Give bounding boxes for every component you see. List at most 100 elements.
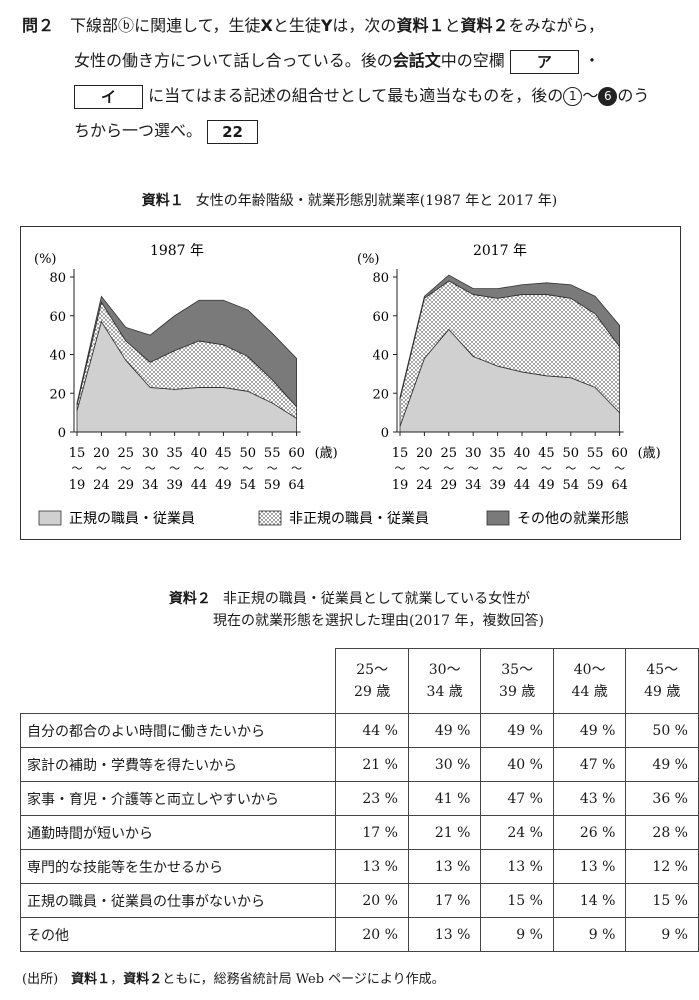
x-tick-wave: 〜 bbox=[242, 462, 253, 475]
x-tick-wave: 〜 bbox=[96, 462, 107, 475]
x-tick-label: 45 bbox=[538, 446, 555, 461]
table-cell: 24 % bbox=[480, 815, 554, 850]
x-tick-wave: 〜 bbox=[565, 462, 576, 475]
table-cell: 21 % bbox=[407, 815, 482, 850]
x-tick-label: 55 bbox=[587, 446, 604, 461]
row-label: その他 bbox=[19, 917, 337, 952]
table-cell: 13 % bbox=[407, 849, 482, 884]
x-tick-label: 40 bbox=[514, 446, 531, 461]
table-cell: 13 % bbox=[407, 917, 482, 952]
table-cell: 9 % bbox=[480, 917, 554, 952]
question-number: 問２ bbox=[22, 16, 55, 35]
table-row: 家事・育児・介護等と両立しやすいから 23 % 41 % 47 % 43 % 36 % bbox=[19, 781, 699, 816]
x-tick-label: 54 bbox=[240, 478, 257, 493]
resource1-caption: 資料１ 女性の年齢階級・就業形態別就業率(1987 年と 2017 年) bbox=[141, 193, 558, 209]
table-row: 正規の職員・従業員の仕事がないから 20 % 17 % 15 % 14 % 15 % bbox=[19, 883, 699, 918]
y-tick-label: 80 bbox=[49, 271, 66, 286]
x-axis-unit: (歳) bbox=[638, 446, 661, 461]
table-cell: 13 % bbox=[552, 849, 627, 884]
x-tick-label: 64 bbox=[288, 478, 305, 493]
x-tick-label: 29 bbox=[441, 478, 458, 493]
x-tick-label: 19 bbox=[392, 478, 409, 493]
x-tick-wave: 〜 bbox=[419, 462, 430, 475]
choice-last-icon: 6 bbox=[598, 87, 618, 106]
y-tick-label: 60 bbox=[372, 310, 389, 325]
row-label: 通勤時間が短いから bbox=[19, 815, 337, 850]
legend-swatch-2 bbox=[258, 510, 282, 526]
column-header: 35〜 39 歳 bbox=[480, 648, 554, 714]
resource1-chart-frame: 0 20 40 60 80 (%) 1987 年 15 〜 19 20 〜 24 25 〜 29 30 〜 34 35… bbox=[20, 226, 681, 540]
x-tick-label: 25 bbox=[118, 446, 135, 461]
table-cell: 12 % bbox=[625, 849, 699, 884]
x-tick-label: 29 bbox=[118, 478, 135, 493]
choice-first-icon: 1 bbox=[563, 87, 583, 106]
y-tick-label: 60 bbox=[49, 310, 66, 325]
table-cell: 36 % bbox=[625, 781, 699, 816]
table-cell: 49 % bbox=[480, 713, 554, 748]
table-cell: 28 % bbox=[625, 815, 699, 850]
column-header: 40〜 44 歳 bbox=[552, 648, 627, 714]
table-row: 家計の補助・学費等を得たいから 21 % 30 % 40 % 47 % 49 % bbox=[19, 747, 699, 782]
x-tick-label: 44 bbox=[514, 478, 531, 493]
x-tick-label: 49 bbox=[538, 478, 555, 493]
x-tick-wave: 〜 bbox=[468, 462, 479, 475]
table-cell: 13 % bbox=[480, 849, 554, 884]
x-tick-label: 54 bbox=[563, 478, 580, 493]
x-tick-wave: 〜 bbox=[517, 462, 528, 475]
x-tick-label: 30 bbox=[142, 446, 159, 461]
x-tick-label: 25 bbox=[441, 446, 458, 461]
row-label: 正規の職員・従業員の仕事がないから bbox=[19, 883, 337, 918]
y-tick-label: 20 bbox=[372, 387, 389, 402]
table-cell: 26 % bbox=[552, 815, 627, 850]
question-text: 問２ 下線部ⓑに関連して，生徒Xと生徒Yは，次の資料１と資料２をみながら， 女性… bbox=[22, 8, 682, 148]
column-header: 45〜 49 歳 bbox=[625, 648, 699, 714]
table-header-row: 25〜 29 歳 30〜 34 歳 35〜 39 歳 40〜 44 歳 45〜 49 歳 bbox=[20, 648, 699, 714]
x-tick-wave: 〜 bbox=[395, 462, 406, 475]
table-cell: 20 % bbox=[335, 883, 409, 918]
x-tick-wave: 〜 bbox=[492, 462, 503, 475]
source-note: (出所) 資料１，資料２ともに，総務省統計局 Web ページにより作成。 bbox=[22, 972, 445, 987]
x-tick-wave: 〜 bbox=[291, 462, 302, 475]
x-tick-label: 35 bbox=[166, 446, 183, 461]
series-area-3 bbox=[399, 274, 620, 400]
x-tick-label: 59 bbox=[264, 478, 281, 493]
table-row: 通勤時間が短いから 17 % 21 % 24 % 26 % 28 % bbox=[19, 815, 699, 850]
chart-title: 2017 年 bbox=[473, 243, 527, 259]
y-axis-label: (%) bbox=[357, 252, 380, 267]
x-tick-wave: 〜 bbox=[169, 462, 180, 475]
table-cell: 21 % bbox=[335, 747, 409, 782]
y-axis-label: (%) bbox=[34, 252, 57, 267]
row-label: 専門的な技能等を生かせるから bbox=[19, 849, 337, 884]
reasons-table: 25〜 29 歳 30〜 34 歳 35〜 39 歳 40〜 44 歳 45〜 49 歳 … bbox=[19, 648, 699, 952]
answer-number-box: 22 bbox=[207, 119, 258, 144]
y-tick-label: 0 bbox=[58, 426, 66, 441]
table-cell: 50 % bbox=[625, 713, 699, 748]
x-tick-label: 64 bbox=[611, 478, 628, 493]
x-tick-label: 50 bbox=[563, 446, 580, 461]
table-cell: 30 % bbox=[407, 747, 482, 782]
x-tick-label: 30 bbox=[465, 446, 482, 461]
column-header: 25〜 29 歳 bbox=[335, 648, 409, 714]
x-tick-label: 60 bbox=[611, 446, 628, 461]
table-cell: 49 % bbox=[552, 713, 627, 748]
table-cell: 41 % bbox=[407, 781, 482, 816]
x-tick-wave: 〜 bbox=[72, 462, 83, 475]
x-tick-wave: 〜 bbox=[614, 462, 625, 475]
legend-label: 非正規の職員・従業員 bbox=[289, 511, 429, 527]
legend-swatch-1 bbox=[38, 510, 62, 526]
x-tick-label: 45 bbox=[215, 446, 232, 461]
table-cell: 13 % bbox=[335, 849, 409, 884]
legend-label: 正規の職員・従業員 bbox=[69, 511, 195, 527]
chart-title: 1987 年 bbox=[150, 243, 204, 259]
row-label: 家事・育児・介護等と両立しやすいから bbox=[19, 781, 337, 816]
x-tick-label: 24 bbox=[416, 478, 433, 493]
table-cell: 15 % bbox=[625, 883, 699, 918]
x-tick-label: 39 bbox=[489, 478, 506, 493]
x-tick-label: 15 bbox=[69, 446, 86, 461]
x-tick-wave: 〜 bbox=[145, 462, 156, 475]
table-cell: 17 % bbox=[407, 883, 482, 918]
resource2-caption: 資料２ 非正規の職員・従業員として就業している女性が 現在の就業形態を選択した理由… bbox=[168, 591, 544, 629]
x-tick-label: 24 bbox=[93, 478, 110, 493]
table-cell: 44 % bbox=[335, 713, 409, 748]
x-tick-wave: 〜 bbox=[443, 462, 454, 475]
